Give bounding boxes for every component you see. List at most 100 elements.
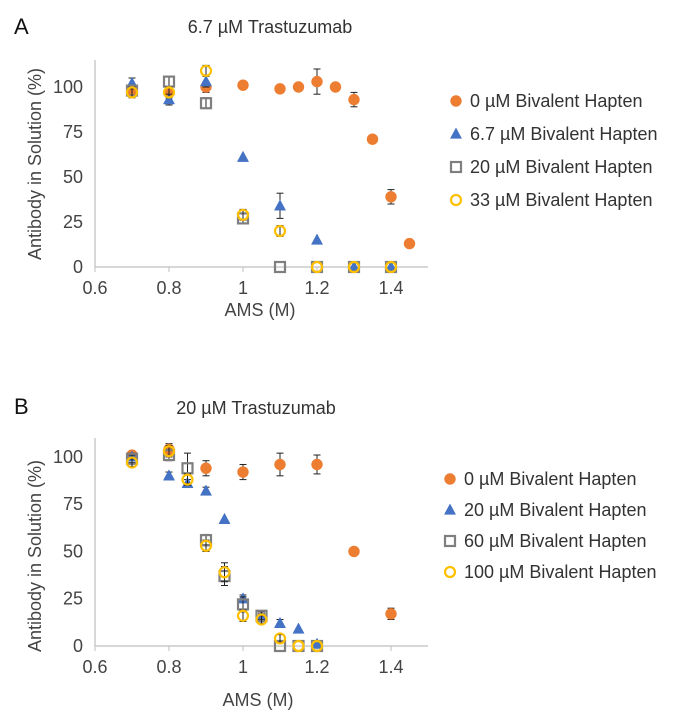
- series-3: [125, 448, 324, 653]
- legend: 0 µM Bivalent Hapten 20 µM Bivalent Hapte…: [443, 469, 656, 582]
- data-point: [385, 191, 397, 203]
- data-point: [162, 445, 176, 458]
- data-point: [366, 133, 379, 145]
- plot-area: 0.6 0.8 1 1.2 1.4 0 25 50 75 100: [53, 60, 428, 298]
- data-point: [162, 86, 176, 99]
- y-tick-label: 0: [73, 636, 83, 656]
- data-point: [125, 86, 139, 99]
- x-tick-label: 1.4: [378, 657, 403, 677]
- data-point: [310, 260, 324, 274]
- data-point: [403, 237, 416, 250]
- data-point: [236, 150, 250, 162]
- plot-area: 0.6 0.8 1 1.2 1.4 0 25 50 75 100: [53, 438, 428, 677]
- data-point: [218, 512, 231, 524]
- data-point: [181, 473, 194, 486]
- data-point: [181, 462, 194, 475]
- data-point: [199, 64, 213, 77]
- x-tick-label: 1: [238, 278, 248, 298]
- x-tick-label: 1.2: [304, 657, 329, 677]
- data-point: [199, 484, 213, 496]
- data-point: [348, 545, 360, 558]
- series-4: [125, 445, 324, 653]
- data-point: [384, 260, 398, 274]
- x-tick-label: 1.2: [304, 278, 329, 298]
- data-point: [236, 208, 250, 221]
- panel-a: A 6.7 µM Trastuzumab Antibody in Solutio…: [14, 14, 657, 320]
- data-point: [237, 466, 249, 478]
- y-axis-label: Antibody in Solution (%): [25, 460, 45, 652]
- legend-label: 0 µM Bivalent Hapten: [470, 91, 642, 111]
- data-point: [348, 93, 360, 106]
- data-point: [311, 458, 323, 471]
- x-tick-label: 0.8: [156, 657, 181, 677]
- x-axis-label: AMS (M): [223, 690, 294, 710]
- data-point: [199, 539, 213, 552]
- data-point: [255, 613, 268, 626]
- chart-title: 6.7 µM Trastuzumab: [188, 17, 352, 37]
- panel-label: B: [14, 394, 29, 419]
- data-point: [292, 639, 305, 653]
- legend-marker: [449, 193, 463, 207]
- x-tick-label: 1.4: [378, 278, 403, 298]
- data-point: [347, 260, 361, 274]
- y-tick-label: 50: [63, 541, 83, 561]
- y-axis-label: Antibody in Solution (%): [25, 68, 45, 260]
- data-point: [385, 608, 397, 620]
- legend-marker: [443, 534, 457, 548]
- y-tick-label: 25: [63, 212, 83, 232]
- data-point: [274, 458, 286, 471]
- y-tick-label: 0: [73, 257, 83, 277]
- data-point: [199, 97, 213, 110]
- legend-label: 6.7 µM Bivalent Hapten: [470, 124, 657, 144]
- data-point: [125, 456, 139, 469]
- data-point: [200, 462, 212, 474]
- data-point: [310, 233, 324, 245]
- y-tick-label: 50: [63, 167, 83, 187]
- data-point: [274, 83, 286, 95]
- series-4: [125, 64, 398, 274]
- legend-label: 33 µM Bivalent Hapten: [470, 190, 652, 210]
- chart-title: 20 µM Trastuzumab: [176, 398, 335, 418]
- data-point: [199, 75, 213, 87]
- series-3: [125, 75, 398, 274]
- data-point: [273, 199, 287, 211]
- legend-marker: [449, 160, 463, 174]
- legend-label: 60 µM Bivalent Hapten: [464, 531, 646, 551]
- data-point: [236, 598, 250, 611]
- panel-label: A: [14, 14, 29, 39]
- legend-marker: [450, 95, 462, 107]
- data-point: [273, 632, 287, 645]
- legend-marker: [443, 565, 457, 579]
- x-tick-label: 0.6: [82, 278, 107, 298]
- legend-label: 20 µM Bivalent Hapten: [470, 157, 652, 177]
- data-point: [236, 609, 250, 622]
- data-point: [273, 224, 287, 238]
- legend-marker: [449, 127, 463, 139]
- data-point: [218, 566, 231, 579]
- data-point: [310, 637, 324, 649]
- y-tick-label: 75: [63, 494, 83, 514]
- series-1: [126, 443, 397, 621]
- y-tick-label: 25: [63, 589, 83, 609]
- data-point: [273, 616, 287, 628]
- data-point: [237, 79, 249, 91]
- data-point: [292, 81, 305, 93]
- panel-b: B 20 µM Trastuzumab Antibody in Solution…: [14, 394, 656, 710]
- legend-marker: [443, 503, 457, 515]
- x-tick-label: 1: [238, 657, 248, 677]
- legend-label: 100 µM Bivalent Hapten: [464, 562, 656, 582]
- x-tick-label: 0.6: [82, 657, 107, 677]
- legend-marker: [444, 473, 456, 485]
- data-point: [311, 75, 323, 88]
- data-point: [273, 260, 287, 274]
- y-tick-label: 75: [63, 122, 83, 142]
- data-point: [162, 469, 176, 481]
- data-point: [310, 639, 324, 653]
- data-point: [292, 622, 305, 634]
- y-tick-label: 100: [53, 77, 83, 97]
- y-tick-label: 100: [53, 447, 83, 467]
- series-2: [125, 450, 324, 649]
- data-point: [329, 81, 342, 93]
- x-tick-label: 0.8: [156, 278, 181, 298]
